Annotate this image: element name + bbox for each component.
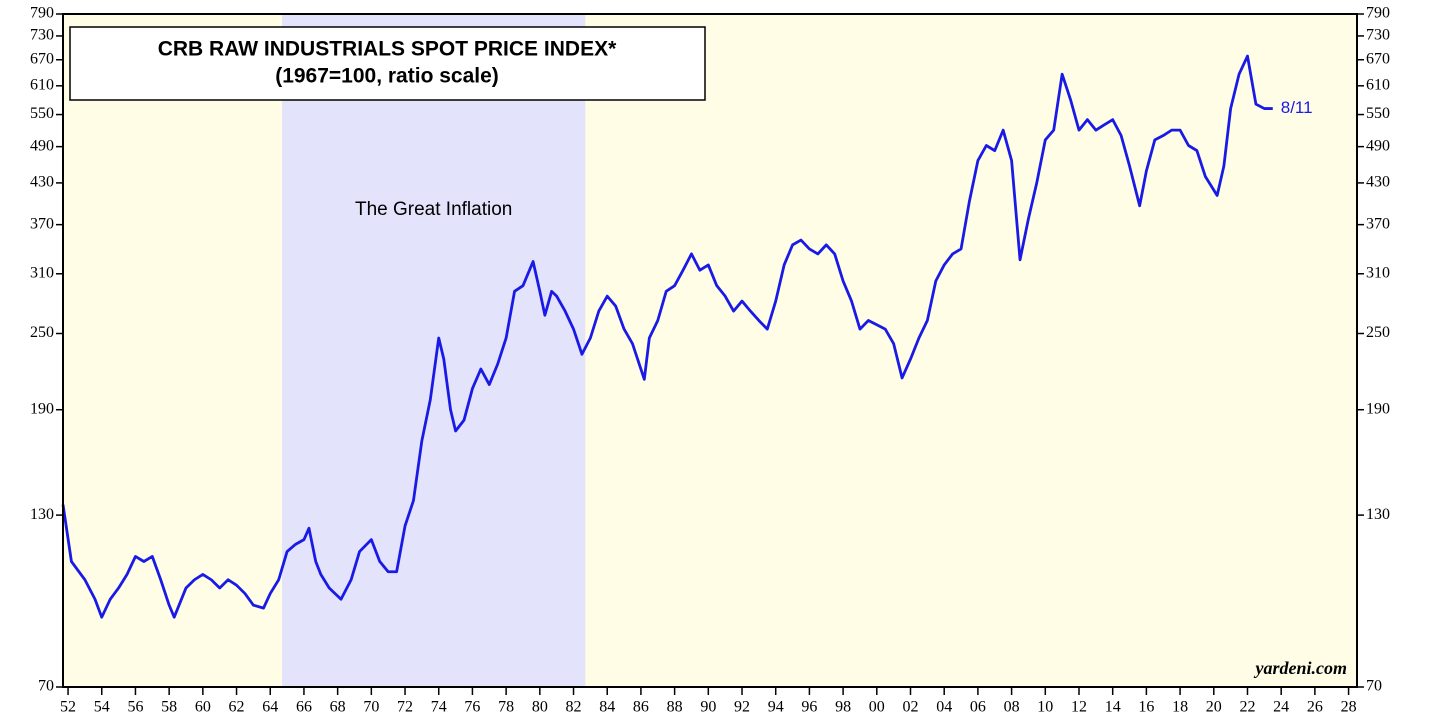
x-tick-label: 60 [195,699,211,716]
y-tick-label-right: 370 [1366,215,1390,232]
x-tick-label: 80 [532,699,548,716]
x-tick-label: 68 [330,699,346,716]
x-tick-label: 00 [869,699,885,716]
y-tick-label: 430 [30,174,54,191]
y-tick-label: 70 [38,678,54,695]
y-tick-label: 670 [30,50,54,67]
x-tick-label: 14 [1105,699,1121,716]
y-tick-label-right: 550 [1366,105,1390,122]
x-tick-label: 28 [1341,699,1357,716]
x-tick-label: 76 [464,699,480,716]
x-tick-label: 74 [431,699,447,716]
y-tick-label: 550 [30,105,54,122]
title-box [69,26,706,101]
y-tick-label-right: 70 [1366,678,1382,695]
annotation: The Great Inflation [355,199,512,220]
x-tick-label: 58 [161,699,177,716]
plot-area [63,14,1357,687]
y-tick-label-right: 250 [1366,324,1390,341]
x-tick-label: 54 [94,699,110,716]
x-tick-label: 16 [1138,699,1154,716]
x-tick-label: 88 [667,699,683,716]
y-tick-label-right: 430 [1366,174,1390,191]
x-tick-label: 52 [60,699,76,716]
x-tick-label: 04 [936,699,952,716]
x-tick-label: 96 [801,699,817,716]
y-tick-label: 310 [30,264,54,281]
x-tick-label: 02 [903,699,919,716]
x-tick-label: 92 [734,699,750,716]
x-tick-label: 10 [1037,699,1053,716]
x-tick-label: 84 [599,699,615,716]
plot-frame [62,13,1358,688]
y-tick-label-right: 790 [1366,5,1390,22]
y-tick-label-right: 130 [1366,506,1390,523]
y-tick-label: 490 [30,137,54,154]
shaded-region [282,14,586,687]
x-tick-label: 82 [566,699,582,716]
x-tick-label: 56 [127,699,143,716]
y-tick-label: 250 [30,324,54,341]
x-tick-label: 90 [700,699,716,716]
x-tick-label: 22 [1239,699,1255,716]
data-line [61,54,1273,619]
y-tick-label-right: 310 [1366,264,1390,281]
x-tick-label: 64 [262,699,278,716]
chart-title: CRB RAW INDUSTRIALS SPOT PRICE INDEX* [158,38,617,61]
y-tick-label-right: 190 [1366,400,1390,417]
end-label: 8/11 [1281,98,1313,117]
y-tick-label: 610 [30,76,54,93]
y-tick-label-right: 730 [1366,27,1390,44]
y-tick-label-right: 670 [1366,50,1390,67]
y-tick-label-right: 610 [1366,76,1390,93]
x-tick-label: 06 [970,699,986,716]
x-tick-label: 20 [1206,699,1222,716]
x-tick-label: 98 [835,699,851,716]
x-tick-label: 24 [1273,699,1289,716]
x-tick-label: 12 [1071,699,1087,716]
x-tick-label: 18 [1172,699,1188,716]
x-tick-label: 70 [363,699,379,716]
x-tick-label: 78 [498,699,514,716]
chart-subtitle: (1967=100, ratio scale) [275,65,499,88]
y-tick-label: 370 [30,215,54,232]
x-tick-label: 62 [229,699,245,716]
x-tick-label: 72 [397,699,413,716]
x-tick-label: 94 [768,699,784,716]
x-tick-label: 86 [633,699,649,716]
x-tick-label: 26 [1307,699,1323,716]
y-tick-label-right: 490 [1366,137,1390,154]
x-tick-label: 08 [1004,699,1020,716]
y-tick-label: 730 [30,27,54,44]
y-tick-label: 130 [30,506,54,523]
watermark: yardeni.com [1254,658,1348,678]
y-tick-label: 790 [30,5,54,22]
x-tick-label: 66 [296,699,312,716]
y-tick-label: 190 [30,400,54,417]
